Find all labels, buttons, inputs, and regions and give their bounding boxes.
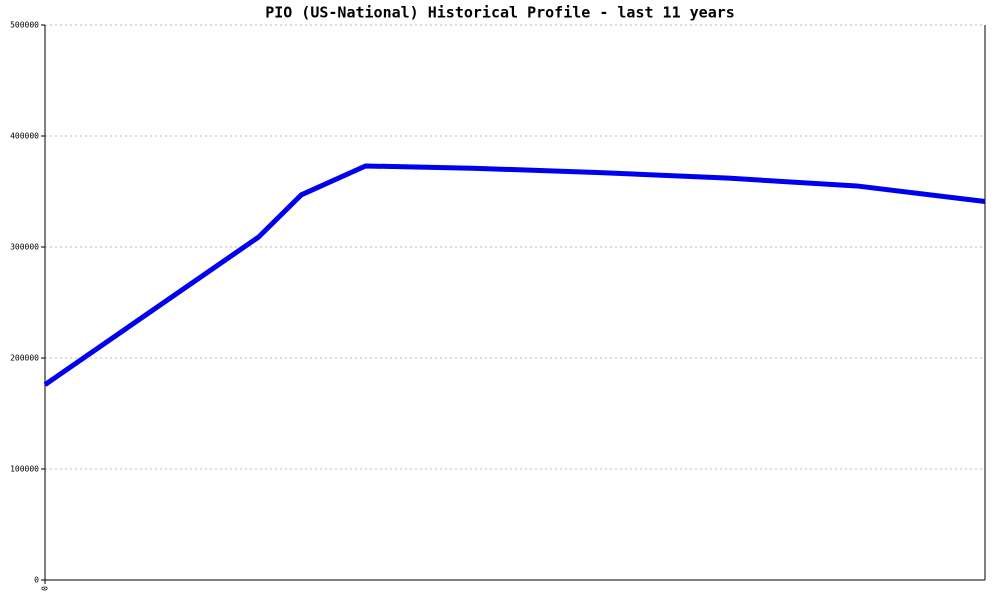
y-tick-label: 500000 [10,21,39,30]
y-tick-label: 200000 [10,354,39,363]
chart-title: PIO (US-National) Historical Profile - l… [265,4,735,22]
x-tick-label: 0 [41,586,50,591]
y-tick-label: 400000 [10,132,39,141]
data-line [43,163,986,387]
y-tick-label: 0 [34,576,39,585]
y-tick-label: 100000 [10,465,39,474]
y-tick-label: 300000 [10,243,39,252]
